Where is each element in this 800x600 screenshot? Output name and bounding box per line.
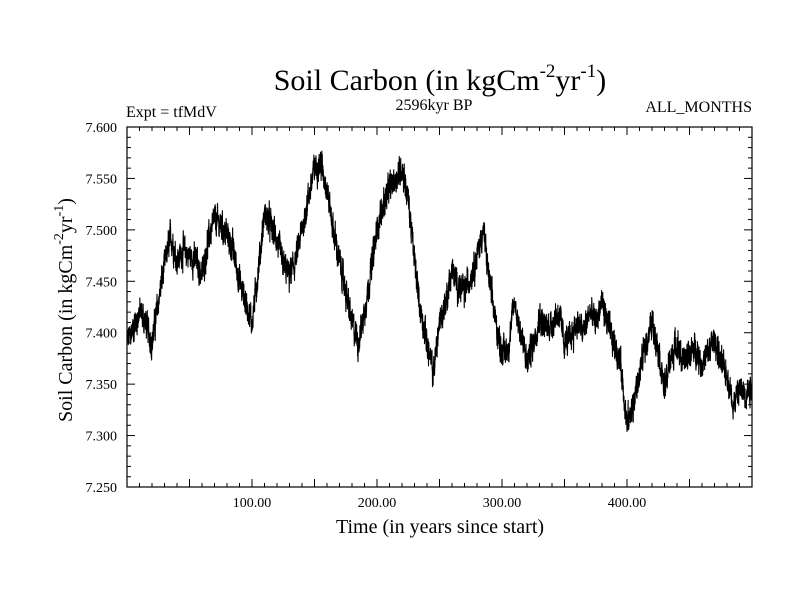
y-axis-label-exponent-2: -1	[52, 205, 67, 217]
y-tick-label: 7.250	[86, 481, 118, 496]
y-axis-ticks: 7.250 7.300 7.350 7.400 7.450 7.500 7.550 7.600	[86, 121, 752, 496]
chart-title: Soil Carbon (in kgCm-2yr-1)	[274, 61, 607, 97]
y-axis-label-exponent-1: -2	[52, 233, 67, 245]
chart-title-exponent-2: -1	[580, 61, 596, 82]
plot-frame	[126, 126, 753, 488]
chart-title-exponent-1: -2	[540, 61, 556, 82]
x-tick-label: 400.00	[608, 496, 647, 511]
y-axis-label-end: )	[55, 198, 77, 205]
x-tick-label: 300.00	[483, 496, 522, 511]
y-axis-label: Soil Carbon (in kgCm-2yr-1)	[52, 198, 77, 422]
x-tick-label: 200.00	[358, 496, 397, 511]
chart-title-base: Soil Carbon (in kgCm	[274, 64, 540, 97]
chart-title-end: )	[596, 64, 606, 97]
y-tick-label: 7.500	[86, 224, 118, 239]
months-label: ALL_MONTHS	[645, 99, 752, 116]
period-label: 2596kyr BP	[396, 97, 473, 114]
y-tick-label: 7.550	[86, 172, 118, 187]
x-axis-ticks: 100.00 200.00 300.00 400.00	[139, 127, 740, 511]
y-axis-label-mid: yr	[55, 216, 77, 233]
y-tick-label: 7.350	[86, 378, 118, 393]
x-axis-label: Time (in years since start)	[336, 516, 544, 538]
y-tick-label: 7.450	[86, 275, 118, 290]
x-tick-label: 100.00	[233, 496, 272, 511]
y-tick-label: 7.400	[86, 327, 118, 342]
chart-title-mid: yr	[555, 64, 580, 97]
soil-carbon-series-line	[126, 150, 753, 433]
y-axis-label-base: Soil Carbon (in kgCm	[55, 244, 77, 422]
y-tick-label: 7.300	[86, 430, 118, 445]
y-tick-label: 7.600	[86, 121, 118, 136]
experiment-label: Expt = tfMdV	[126, 104, 217, 121]
